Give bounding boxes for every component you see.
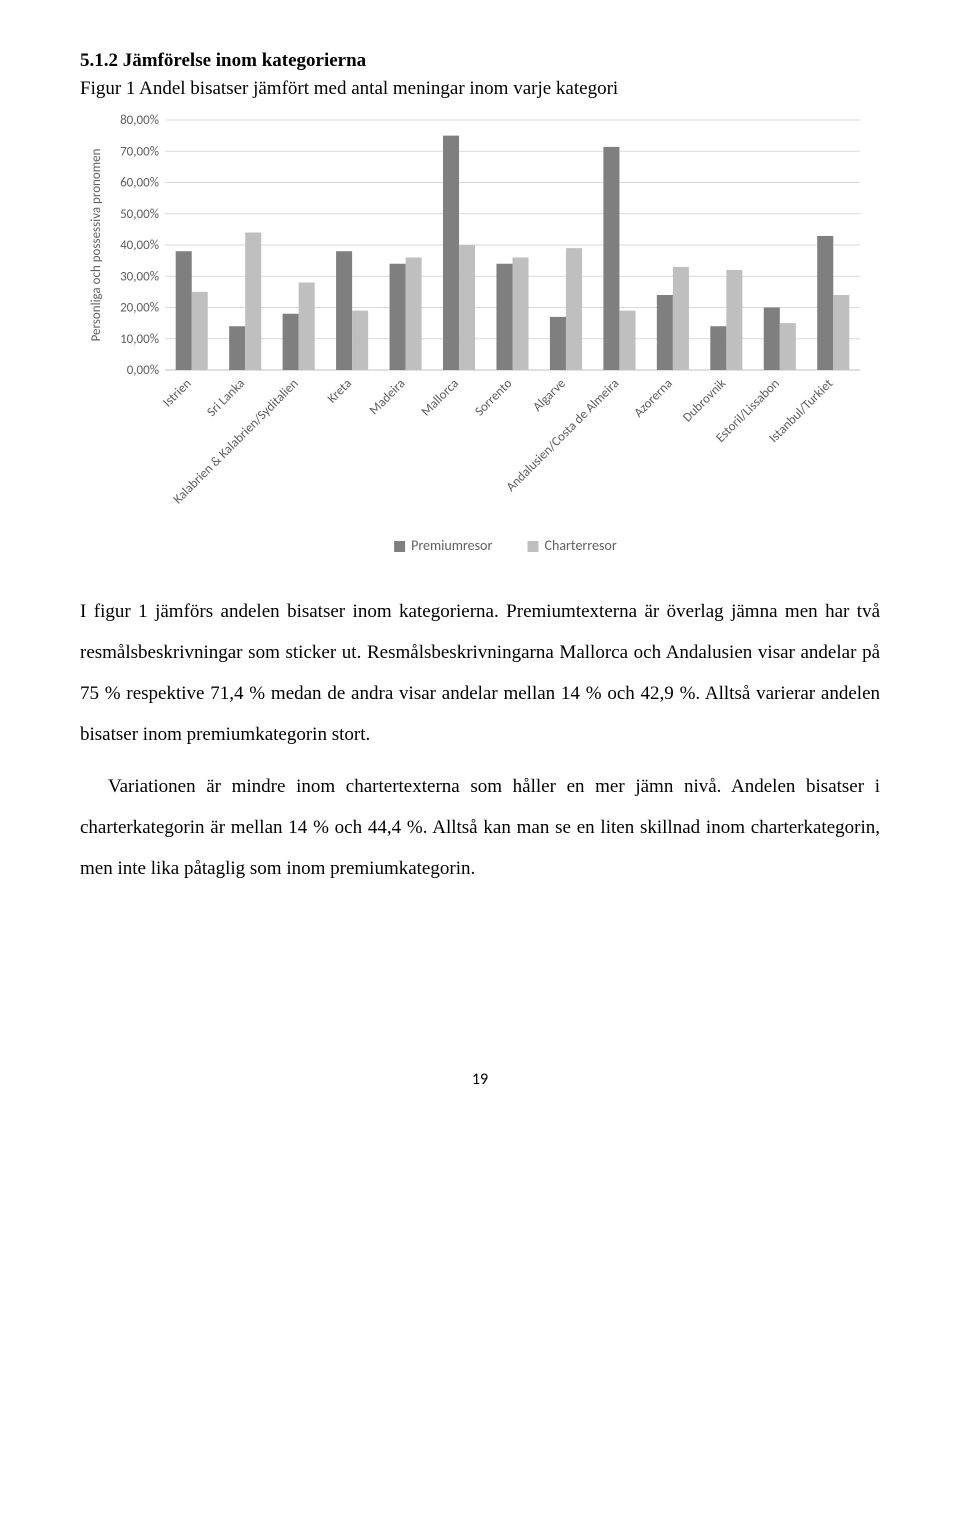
legend-label: Charterresor [545, 537, 617, 554]
svg-text:70,00%: 70,00% [120, 144, 159, 159]
bar [619, 311, 635, 370]
paragraph-1: I figur 1 jämförs andelen bisatser inom … [80, 592, 880, 755]
figure-caption: Figur 1 Andel bisatser jämfört med antal… [80, 78, 880, 100]
bar [176, 251, 192, 370]
bar [443, 136, 459, 370]
bar [352, 311, 368, 370]
svg-text:Sorrento: Sorrento [472, 376, 515, 419]
bar [459, 245, 475, 370]
bar [406, 258, 422, 371]
bar [726, 270, 742, 370]
bar [566, 248, 582, 370]
svg-text:Azorerna: Azorerna [631, 376, 675, 420]
bar [513, 258, 529, 371]
bar [710, 326, 726, 370]
bar [603, 147, 619, 370]
bar [817, 236, 833, 370]
bar [390, 264, 406, 370]
bar [673, 267, 689, 370]
bar [299, 283, 315, 371]
section-heading: 5.1.2 Jämförelse inom kategorierna [80, 50, 880, 72]
svg-text:80,00%: 80,00% [120, 113, 159, 128]
legend-swatch [528, 541, 539, 552]
svg-text:20,00%: 20,00% [120, 301, 159, 316]
svg-text:60,00%: 60,00% [120, 176, 159, 191]
svg-text:40,00%: 40,00% [120, 238, 159, 253]
svg-text:Dubrovnik: Dubrovnik [680, 376, 729, 425]
bar [192, 292, 208, 370]
bar [283, 314, 299, 370]
bar [550, 317, 566, 370]
svg-text:Personliga och possessiva pron: Personliga och possessiva pronomen [89, 148, 104, 341]
paragraph-2: Variationen är mindre inom chartertexter… [80, 767, 880, 890]
svg-text:Sri Lanka: Sri Lanka [204, 376, 248, 420]
svg-text:Madeira: Madeira [367, 376, 409, 418]
svg-text:50,00%: 50,00% [120, 207, 159, 222]
svg-text:Mallorca: Mallorca [419, 376, 462, 419]
svg-text:Kreta: Kreta [325, 376, 355, 406]
page-number: 19 [80, 1070, 880, 1089]
bar [764, 308, 780, 371]
bar [245, 233, 261, 371]
svg-text:30,00%: 30,00% [120, 269, 159, 284]
chart: 0,00% 10,00% 20,00% 30,00% 40,00% 50,00% 60,00… [80, 110, 870, 580]
bar [229, 326, 245, 370]
svg-text:Istrien: Istrien [160, 376, 194, 410]
legend-swatch [394, 541, 405, 552]
bar [496, 264, 512, 370]
bar [657, 295, 673, 370]
bar [336, 251, 352, 370]
legend-label: Premiumresor [411, 537, 492, 554]
bar [780, 323, 796, 370]
svg-text:Andalusien/Costa de Almeira: Andalusien/Costa de Almeira [504, 376, 623, 495]
svg-text:0,00%: 0,00% [127, 363, 159, 378]
svg-text:10,00%: 10,00% [120, 332, 159, 347]
svg-text:Algarve: Algarve [530, 376, 569, 415]
bar [833, 295, 849, 370]
